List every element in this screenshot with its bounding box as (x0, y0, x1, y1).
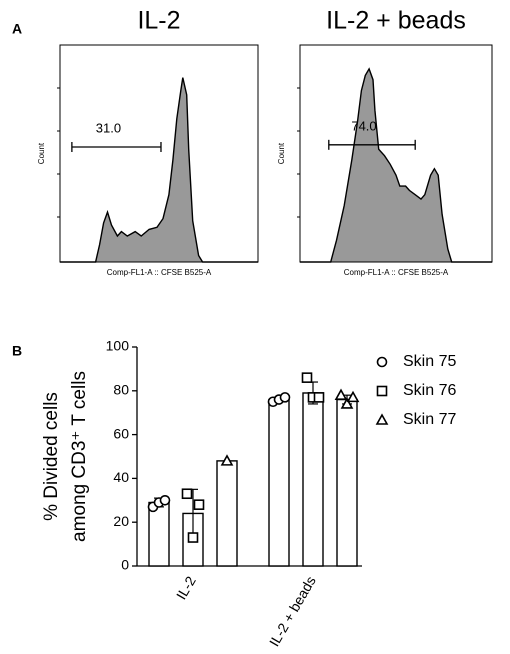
data-point (159, 494, 171, 506)
data-point (346, 390, 360, 403)
bar (336, 398, 358, 567)
bar (302, 392, 324, 567)
data-point (340, 397, 354, 409)
y-axis-title: Count (37, 142, 46, 164)
y-axis-title: Count (277, 142, 286, 164)
data-point (181, 488, 193, 500)
x-tick-label: IL-2 (173, 573, 199, 602)
y-axis-title: % Divided cells (41, 392, 62, 521)
data-point (193, 499, 205, 510)
y-tick-label: 20 (113, 513, 129, 529)
x-axis-title: Comp-FL1-A :: CFSE B525-A (107, 268, 212, 277)
data-point (220, 454, 234, 466)
y-tick-label: 60 (113, 425, 129, 441)
panel-label: B (12, 343, 22, 359)
gate-label: 31.0 (96, 120, 121, 135)
legend-label: Skin 77 (403, 411, 456, 428)
data-point (334, 388, 348, 400)
y-tick-label: 0 (121, 557, 129, 573)
data-point (313, 392, 325, 403)
y-tick-label: 80 (113, 382, 129, 398)
panel-label: A (12, 21, 22, 37)
legend-marker (376, 356, 388, 368)
histogram (300, 67, 492, 263)
x-tick-label: IL-2 + beads (266, 573, 319, 649)
data-point (279, 392, 291, 403)
data-point (301, 372, 313, 383)
y-tick-label: 40 (113, 469, 129, 485)
plot-title: IL-2 (137, 7, 180, 35)
plot-frame (59, 44, 259, 263)
data-point (187, 532, 199, 543)
histogram (60, 77, 258, 263)
y-axis-title: among CD3⁺ T cells (69, 371, 90, 542)
plot-frame (299, 44, 493, 263)
legend-label: Skin 76 (403, 382, 456, 399)
x-axis-title: Comp-FL1-A :: CFSE B525-A (344, 268, 449, 277)
legend-marker (375, 413, 389, 425)
bar (216, 460, 238, 567)
y-tick-label: 100 (106, 338, 130, 354)
gate-label: 74.0 (351, 118, 376, 133)
bar (268, 398, 290, 567)
legend-label: Skin 75 (403, 353, 456, 370)
legend-marker (376, 385, 388, 397)
plot-title: IL-2 + beads (326, 7, 466, 35)
